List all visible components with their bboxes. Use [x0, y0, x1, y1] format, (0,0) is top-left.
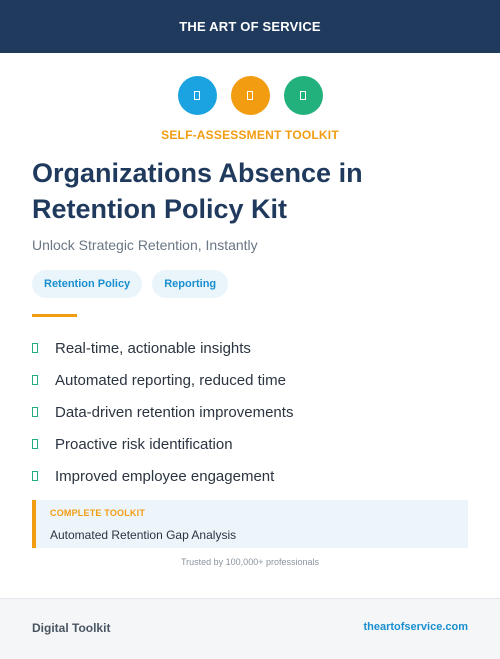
list-item: Real-time, actionable insights: [32, 332, 293, 364]
footer: Digital Toolkit theartofservice.com: [0, 598, 500, 659]
check-icon: [32, 343, 38, 353]
callout-label: COMPLETE TOOLKIT: [50, 508, 146, 518]
list-item: Data-driven retention improvements: [32, 396, 293, 428]
check-icon: [32, 375, 38, 385]
kicker-label: SELF-ASSESSMENT TOOLKIT: [161, 128, 339, 142]
toolkit-callout: COMPLETE TOOLKIT Automated Retention Gap…: [32, 500, 468, 548]
callout-text: Automated Retention Gap Analysis: [50, 528, 237, 542]
tag-retention-policy: Retention Policy: [32, 270, 143, 298]
list-item: Improved employee engagement: [32, 460, 293, 492]
header-bar: THE ART OF SERVICE: [0, 0, 500, 53]
document-icon: [177, 76, 217, 115]
feature-text: Improved employee engagement: [55, 467, 275, 485]
feature-text: Proactive risk identification: [55, 435, 233, 453]
feature-text: Real-time, actionable insights: [55, 339, 251, 357]
tag-reporting: Reporting: [152, 270, 229, 298]
list-item: Proactive risk identification: [32, 428, 293, 460]
divider: [32, 314, 77, 317]
icon-row: [0, 76, 500, 115]
check-icon: [32, 471, 38, 481]
footer-label: Digital Toolkit: [32, 621, 111, 635]
website-link[interactable]: theartofservice.com: [363, 621, 468, 633]
document-icon: [283, 76, 323, 115]
brand-title: THE ART OF SERVICE: [179, 19, 321, 34]
trusted-note: Trusted by 100,000+ professionals: [180, 557, 319, 567]
feature-list: Real-time, actionable insights Automated…: [32, 332, 293, 492]
check-icon: [32, 439, 38, 449]
subtitle: Unlock Strategic Retention, Instantly: [32, 237, 258, 253]
list-item: Automated reporting, reduced time: [32, 364, 293, 396]
page-title: Organizations Absence in Retention Polic…: [32, 158, 363, 224]
check-icon: [32, 407, 38, 417]
feature-text: Automated reporting, reduced time: [55, 371, 286, 389]
tag-list: Retention Policy Reporting: [32, 270, 229, 298]
feature-text: Data-driven retention improvements: [55, 403, 294, 421]
document-icon: [230, 76, 270, 115]
